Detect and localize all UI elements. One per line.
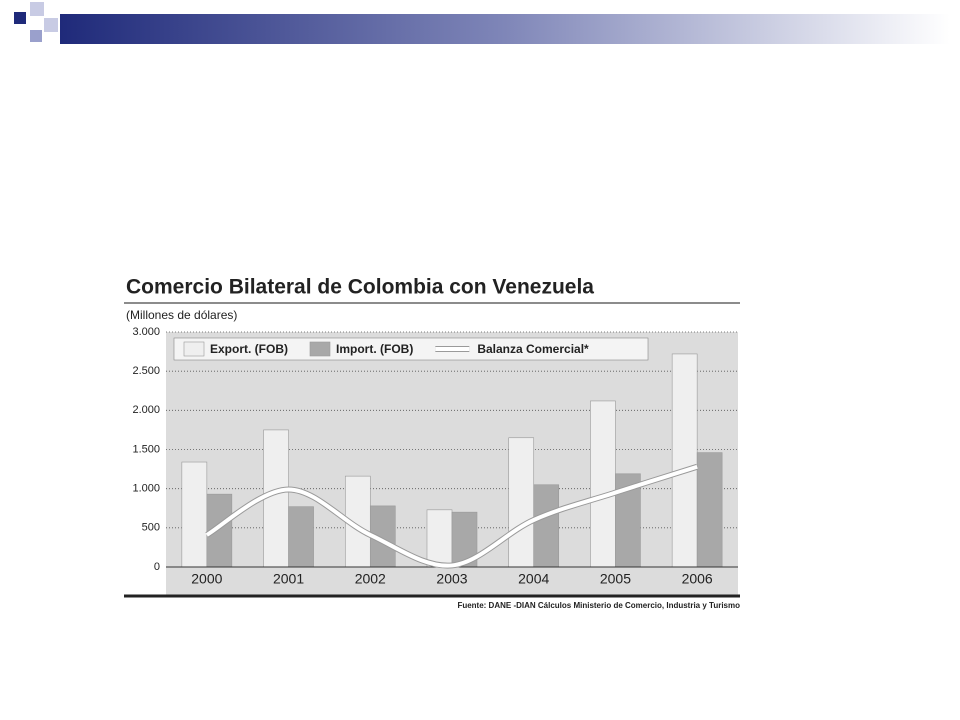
x-tick-label: 2001	[273, 571, 304, 587]
bar	[263, 429, 289, 568]
decor-square	[44, 18, 58, 32]
decor-square	[30, 2, 44, 16]
y-tick-label: 500	[142, 522, 160, 534]
legend-swatch	[183, 341, 205, 357]
y-tick-label: 2.500	[132, 365, 160, 377]
y-tick-label: 0	[154, 561, 160, 573]
bar	[508, 437, 535, 568]
y-tick-label: 1.500	[132, 443, 160, 455]
source: Fuente: DANE -DIAN Cálculos Ministerio d…	[457, 601, 740, 610]
decor-square	[30, 30, 42, 42]
bar	[426, 509, 453, 568]
legend-label: Import. (FOB)	[336, 342, 413, 356]
bar	[590, 400, 616, 568]
y-tick-label: 2.000	[132, 404, 160, 416]
legend-label: Export. (FOB)	[210, 342, 288, 356]
x-tick-label: 2003	[436, 571, 467, 587]
x-tick-label: 2006	[682, 571, 713, 587]
legend: Export. (FOB) Import. (FOB) Balanza Comerc…	[173, 337, 649, 361]
decor-square	[14, 12, 26, 24]
decor-bar	[60, 14, 950, 44]
y-tick-label: 3.000	[132, 326, 160, 338]
bar	[533, 484, 560, 568]
bar	[181, 461, 208, 568]
legend-box	[173, 337, 649, 361]
bar	[696, 452, 723, 568]
bar	[288, 506, 314, 568]
legend-label: Balanza Comercial*	[477, 342, 589, 356]
chart-subtitle: (Millones de dólares)	[126, 308, 237, 322]
x-tick-label: 2004	[518, 571, 549, 587]
x-tick-label: 2000	[191, 571, 222, 587]
x-tick-label: 2002	[355, 571, 386, 587]
y-tick-label: 1.000	[132, 483, 160, 495]
line	[205, 464, 698, 568]
x-tick-label: 2005	[600, 571, 631, 587]
chart-title: Comercio Bilateral de Colombia con Venez…	[126, 276, 594, 299]
legend-swatch	[309, 341, 331, 357]
bar	[671, 353, 698, 568]
